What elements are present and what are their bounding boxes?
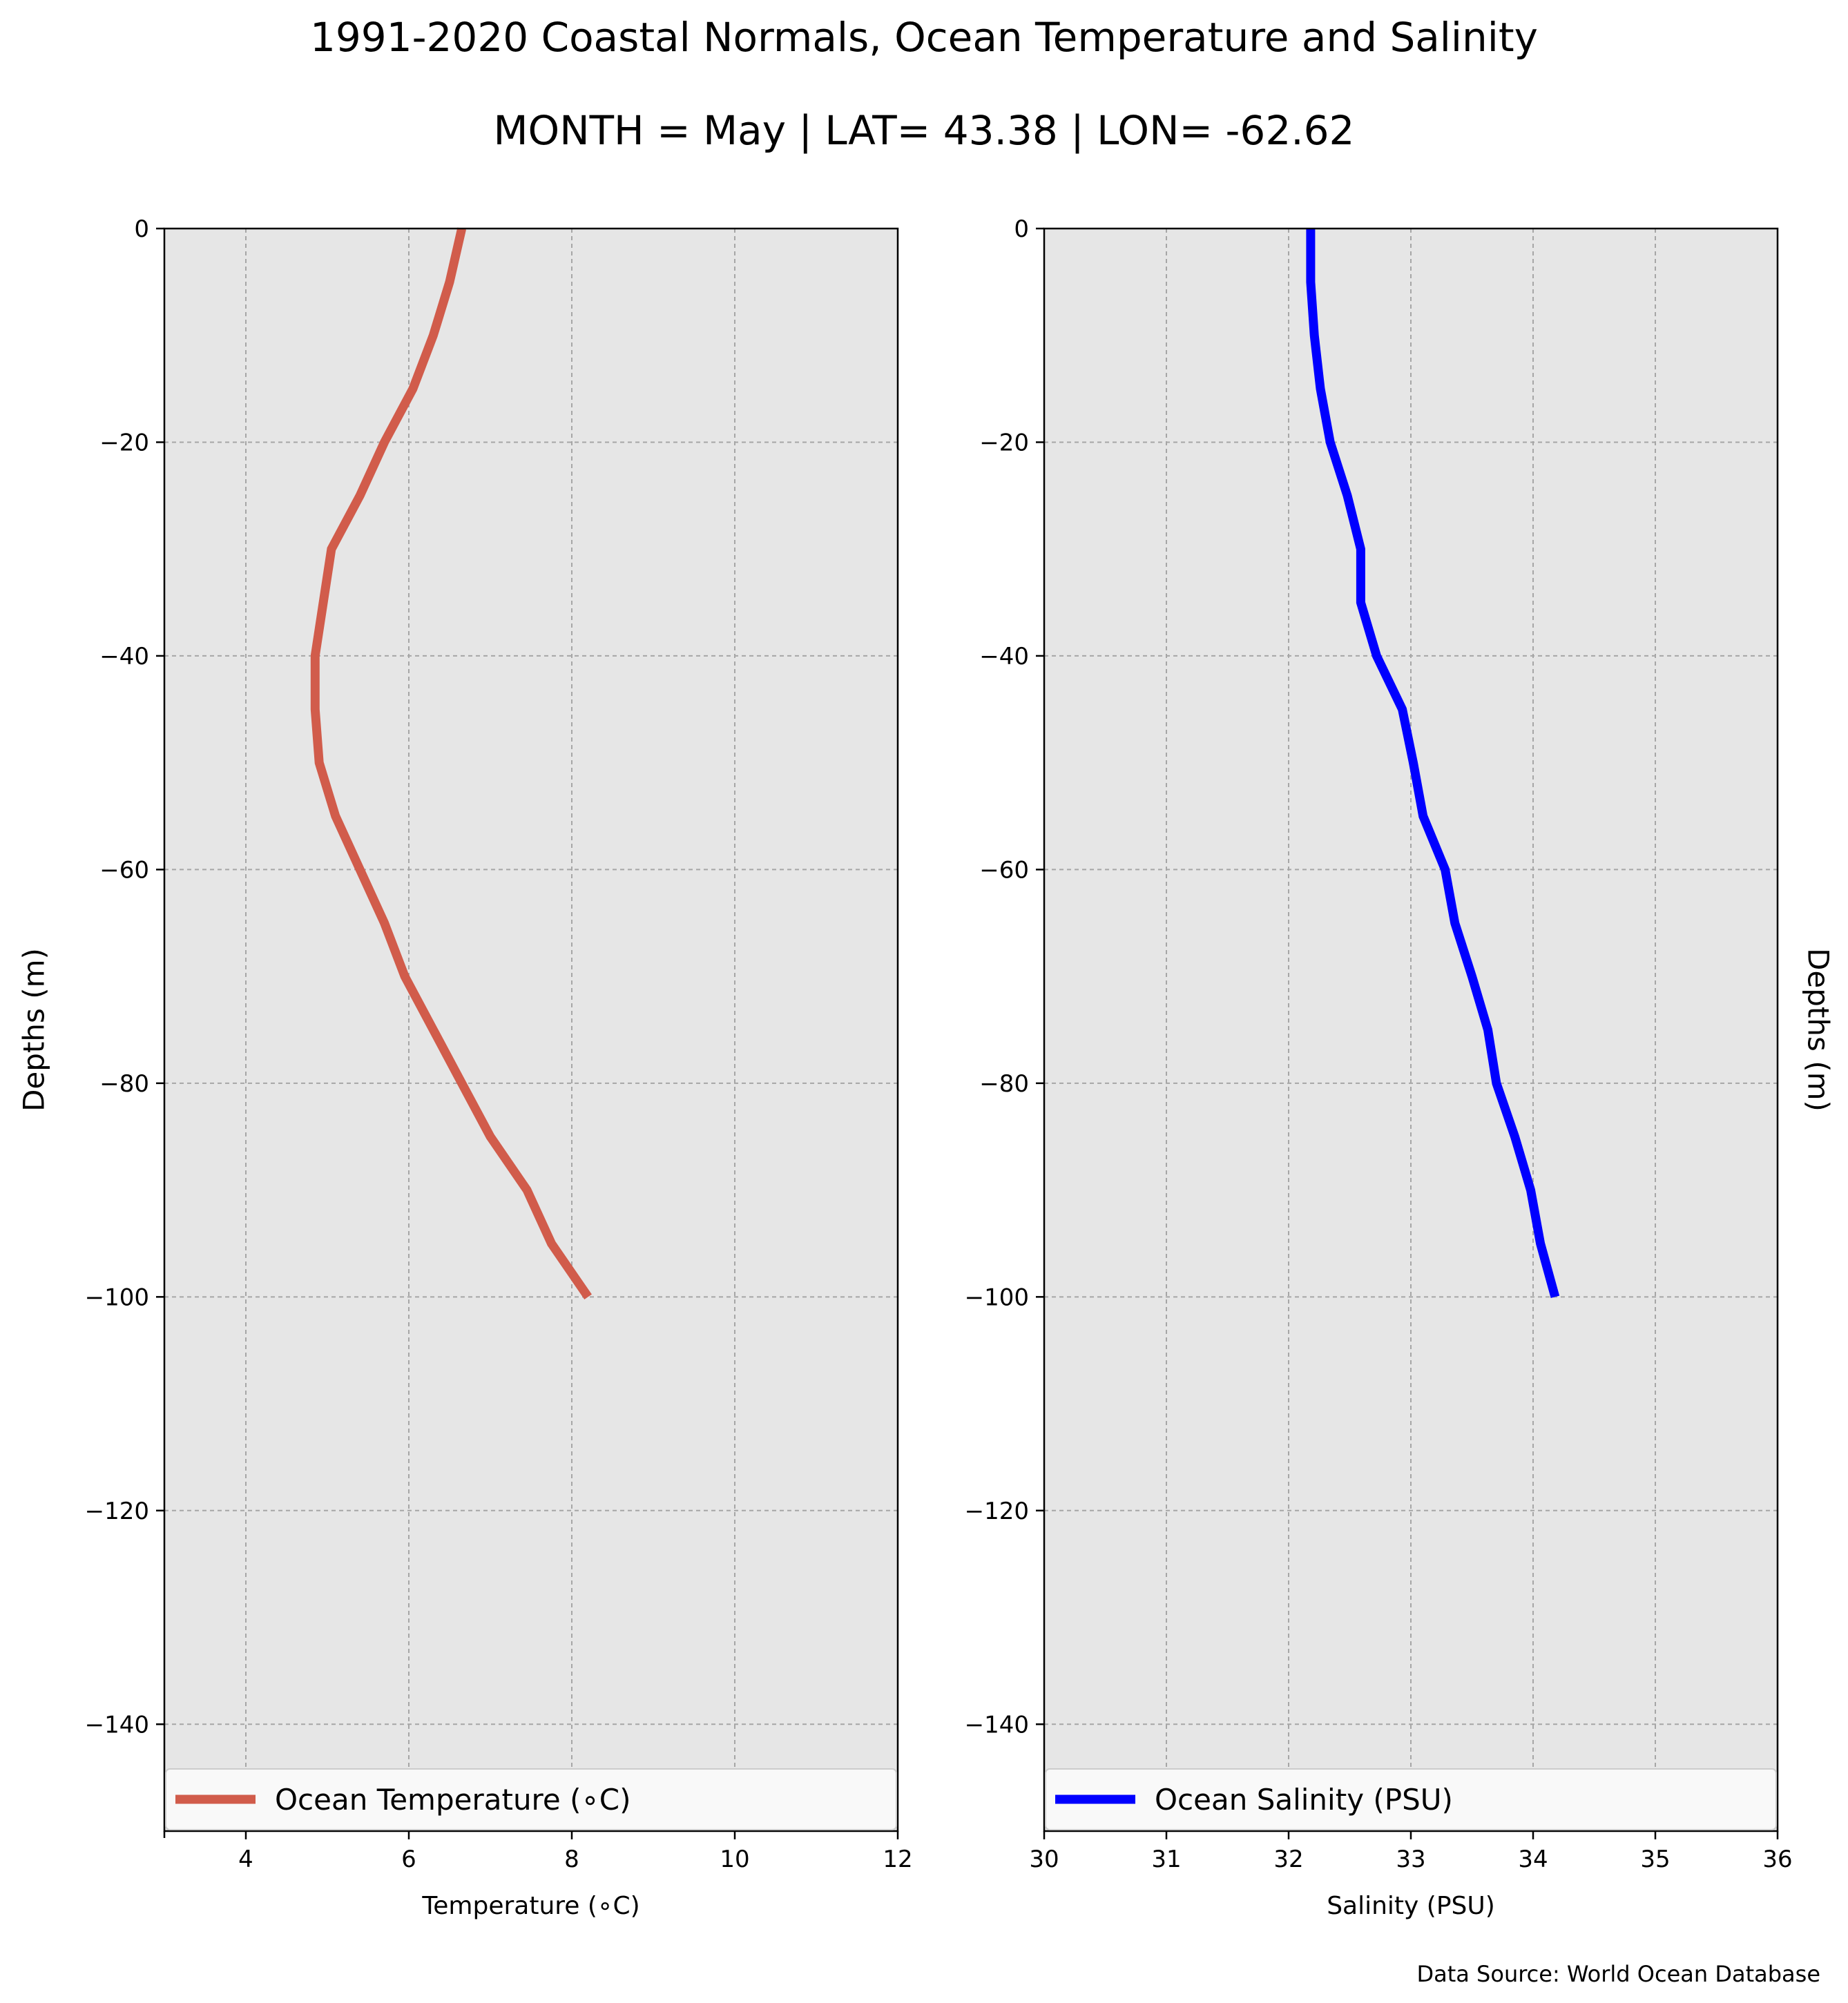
temperature-y-tick-label: −60 — [99, 856, 149, 884]
temperature-y-tick-label: −100 — [85, 1284, 149, 1311]
temperature-axes-frame — [163, 227, 899, 1832]
temperature-y-tick-label: 0 — [134, 215, 149, 243]
salinity-legend-label: Ocean Salinity (PSU) — [1155, 1783, 1453, 1817]
salinity-y-axis-label: Depths (m) — [1802, 948, 1836, 1112]
temperature-plot-area — [164, 229, 898, 1831]
salinity-x-tick-label: 36 — [1762, 1846, 1792, 1873]
salinity-y-tick-label: 0 — [1014, 215, 1029, 243]
salinity-y-tick-label: −20 — [979, 429, 1029, 456]
salinity-legend-box — [1045, 1768, 1777, 1830]
temperature-x-tick-label: 10 — [720, 1846, 749, 1873]
salinity-x-axis-label: Salinity (PSU) — [1327, 1892, 1495, 1920]
temperature-y-tick-label: −120 — [85, 1498, 149, 1525]
temperature-x-tick-label: 8 — [564, 1846, 579, 1873]
salinity-x-tick-label: 30 — [1029, 1846, 1059, 1873]
salinity-y-tick-label: −120 — [965, 1498, 1029, 1525]
salinity-y-tick-label: −100 — [965, 1284, 1029, 1311]
temperature-y-tick-label: −80 — [99, 1070, 149, 1098]
temperature-series-line — [310, 227, 592, 1299]
temperature-x-tick-label: 12 — [883, 1846, 912, 1873]
data-source-note: Data Source: World Ocean Database — [1416, 1961, 1820, 1987]
salinity-y-tick-label: −80 — [979, 1070, 1029, 1098]
temperature-y-tick-label: −140 — [85, 1711, 149, 1739]
temperature-x-tick-label: 6 — [401, 1846, 416, 1873]
figure-title: 1991-2020 Coastal Normals, Ocean Tempera… — [310, 14, 1538, 61]
salinity-legend: Ocean Salinity (PSU) — [1045, 1768, 1777, 1830]
temperature-y-tick-label: −40 — [99, 643, 149, 670]
salinity-y-tick-label: −40 — [979, 643, 1029, 670]
temperature-x-axis-label: Temperature (∘C) — [421, 1892, 639, 1920]
salinity-y-tick-label: −140 — [965, 1711, 1029, 1739]
temperature-legend-box — [165, 1768, 897, 1830]
temperature-x-tick-label: 4 — [238, 1846, 253, 1873]
temperature-y-axis-label: Depths (m) — [17, 948, 51, 1112]
figure-subtitle: MONTH = May | LAT= 43.38 | LON= -62.62 — [493, 107, 1355, 154]
salinity-x-tick-label: 33 — [1396, 1846, 1425, 1873]
temperature-panel: 0 −20 −40 −60 −80 −100 −120 −140 4 6 8 10 12 Temperat… — [17, 215, 913, 1920]
temperature-y-tick-label: −20 — [99, 429, 149, 456]
salinity-y-tick-label: −60 — [979, 856, 1029, 884]
salinity-x-tick-label: 35 — [1640, 1846, 1670, 1873]
temperature-legend: Ocean Temperature (∘C) — [165, 1768, 897, 1830]
temperature-legend-label: Ocean Temperature (∘C) — [275, 1783, 631, 1817]
salinity-x-tick-label: 31 — [1151, 1846, 1181, 1873]
salinity-x-tick-label: 34 — [1518, 1846, 1548, 1873]
salinity-x-tick-label: 32 — [1273, 1846, 1303, 1873]
salinity-panel: 0 −20 −40 −60 −80 −100 −120 −140 30 31 32 33 34 35 36 S… — [965, 215, 1836, 1920]
salinity-series-line — [1306, 229, 1560, 1299]
